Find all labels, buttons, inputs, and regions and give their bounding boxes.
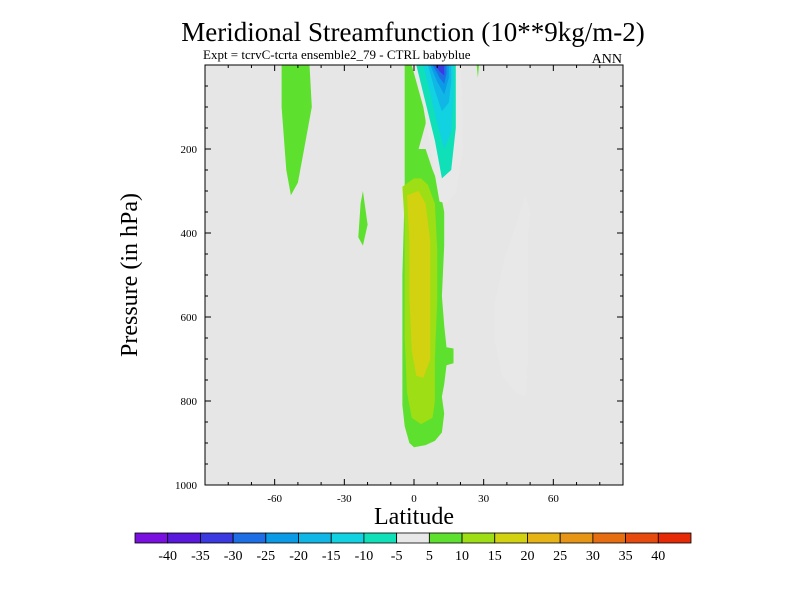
colorbar-label: 5 <box>426 549 433 564</box>
colorbar-label: -30 <box>224 549 243 564</box>
colorbar-swatch <box>200 532 234 544</box>
season-label: ANN <box>592 52 622 67</box>
colorbar-swatch <box>265 532 299 544</box>
colorbar-label: -35 <box>191 549 210 564</box>
chart-title: Meridional Streamfunction (10**9kg/m-2) <box>181 17 644 47</box>
colorbar-swatch <box>657 532 692 544</box>
contour-region-sh-small-patch <box>358 191 368 246</box>
colorbar-label: -40 <box>158 549 177 564</box>
colorbar-label: 35 <box>619 549 633 564</box>
y-tick-label: 400 <box>181 228 198 240</box>
colorbar-swatch <box>592 532 626 544</box>
contour-region-upper-sliver <box>476 65 479 78</box>
colorbar-label: -20 <box>289 549 308 564</box>
y-tick-label: 600 <box>181 312 198 324</box>
colorbar-swatch <box>396 532 430 544</box>
x-tick-label: -60 <box>267 493 282 505</box>
colorbar-label: -25 <box>256 549 275 564</box>
colorbar-label: 20 <box>520 549 534 564</box>
y-tick-label: 800 <box>181 396 198 408</box>
x-tick-label: -30 <box>337 493 352 505</box>
y-axis-label: Pressure (in hPa) <box>117 193 143 357</box>
x-axis-label: Latitude <box>374 504 454 530</box>
x-tick-label: 60 <box>548 493 560 505</box>
chart-subtitle: Expt = tcrvC-tcrta ensemble2_79 - CTRL b… <box>203 47 471 62</box>
colorbar-label: 10 <box>455 549 469 564</box>
colorbar-swatch <box>494 532 528 544</box>
y-tick-label: 200 <box>181 144 198 156</box>
colorbar-label: -15 <box>322 549 341 564</box>
colorbar-label: 40 <box>651 549 665 564</box>
colorbar-swatch <box>461 532 496 544</box>
colorbar-swatch <box>134 532 169 544</box>
colorbar: -40 -35 -30 -25 -20 -15 -10 -5 5 10 15 20 25 30 35 40 <box>134 532 692 564</box>
contour-region-nh-tropical-cell-strong <box>407 191 431 378</box>
x-tick-label: 30 <box>478 493 490 505</box>
colorbar-label: 30 <box>586 549 600 564</box>
colorbar-label: -5 <box>391 549 403 564</box>
colorbar-swatch <box>298 532 332 544</box>
x-axis: -60 -30 0 30 60 <box>204 65 624 505</box>
colorbar-swatch <box>428 532 463 544</box>
colorbar-label: 25 <box>553 549 567 564</box>
contour-regions <box>281 65 531 448</box>
colorbar-label: 15 <box>488 549 502 564</box>
colorbar-swatch <box>625 532 659 544</box>
y-axis: 200 400 600 800 1000 <box>175 64 623 492</box>
colorbar-swatch <box>167 532 201 544</box>
y-tick-label: 1000 <box>175 480 198 492</box>
colorbar-swatch <box>330 532 365 544</box>
colorbar-swatch <box>232 532 267 544</box>
colorbar-swatch <box>363 532 398 544</box>
contour-region-nh-midlat-neg <box>495 195 531 397</box>
colorbar-label: -10 <box>355 549 374 564</box>
contour-region-sh-midlat-strip <box>281 65 312 196</box>
colorbar-swatch <box>527 532 561 544</box>
colorbar-swatch <box>559 532 594 544</box>
x-tick-label: 0 <box>411 493 417 505</box>
